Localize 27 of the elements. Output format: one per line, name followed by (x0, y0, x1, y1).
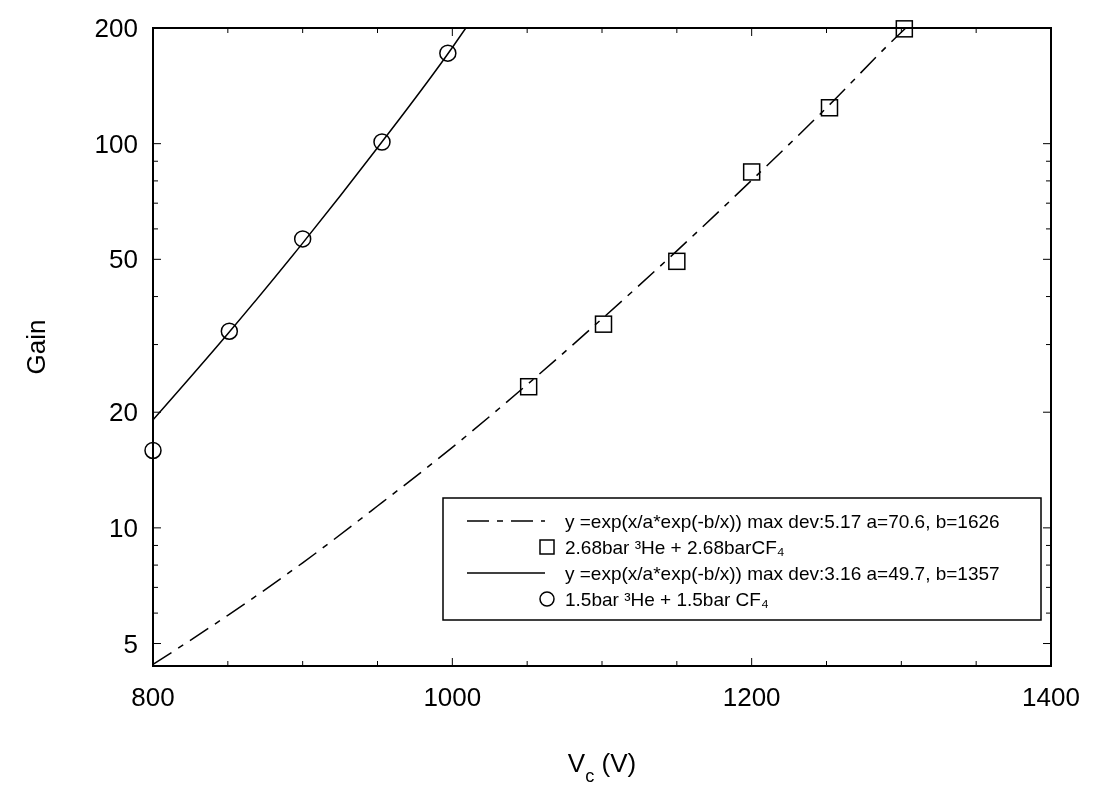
point (220, 322, 239, 340)
point (373, 133, 391, 151)
legend-label: 1.5bar ³He + 1.5bar CF₄ (565, 588, 769, 610)
x-axis-title: V$_{c}$ (V) (567, 748, 637, 786)
y-tick-label: 10 (109, 512, 138, 543)
x-tick-label: 1000 (423, 682, 482, 712)
legend-label: 2.68bar ³He + 2.68barCF₄ (565, 536, 785, 558)
y-tick-label: 200 (94, 13, 138, 44)
x-tick-label: 800 (131, 682, 175, 712)
y-tick-label: 20 (109, 397, 138, 428)
point (594, 315, 613, 333)
y-tick-label: 5 (123, 628, 138, 659)
point (144, 441, 162, 460)
x-tick-label: 1200 (722, 682, 781, 712)
y-tick-label: 50 (109, 244, 138, 275)
legend-label: y =exp(x/a*exp(-b/x)) max dev:3.16 a=49.7, b=1357 (565, 562, 1000, 584)
y-tick-label: 100 (94, 128, 138, 159)
x-tick-label: 1400 (1022, 682, 1080, 712)
point (519, 377, 538, 396)
y-axis-title: Gain (21, 319, 51, 375)
point (742, 163, 761, 181)
point (439, 44, 457, 62)
point (668, 252, 686, 271)
legend-label: y =exp(x/a*exp(-b/x)) max dev:5.17 a=70.6, b=1626 (565, 510, 1000, 532)
point (293, 230, 312, 248)
point (820, 99, 839, 117)
point (895, 20, 914, 38)
